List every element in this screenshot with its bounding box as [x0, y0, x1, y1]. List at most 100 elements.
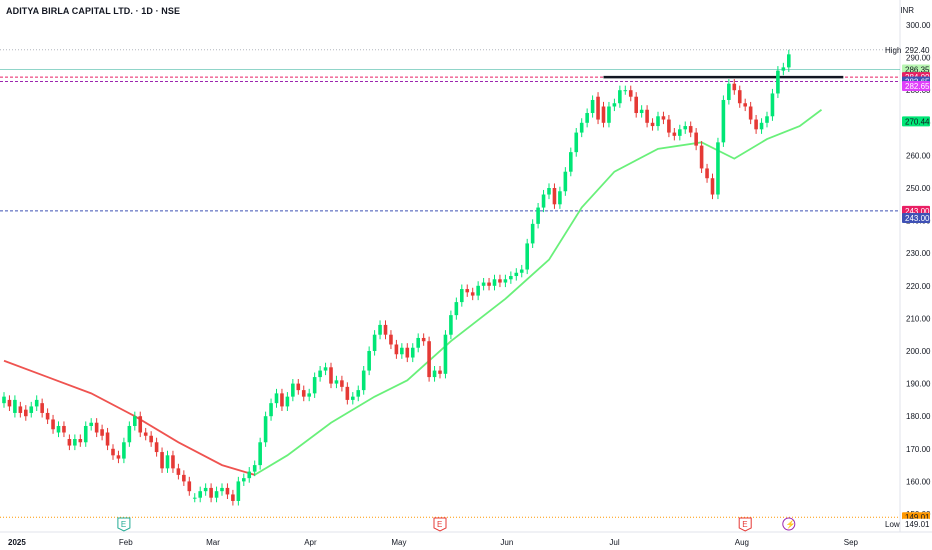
- earnings-icon: [117, 517, 131, 532]
- candle: [263, 416, 268, 443]
- candle: [678, 129, 682, 136]
- price-tag: [902, 64, 930, 75]
- y-tick-label: 160.00: [906, 477, 931, 486]
- candle: [514, 272, 519, 277]
- candle: [133, 416, 137, 426]
- candle: [122, 442, 126, 459]
- candle: [421, 337, 426, 342]
- x-tick-label: Feb: [119, 538, 133, 547]
- y-tick-label: 220.00: [906, 282, 931, 291]
- candle: [596, 96, 600, 120]
- candle: [519, 269, 524, 273]
- candle: [743, 103, 747, 107]
- candle: [525, 243, 529, 270]
- candle: [160, 452, 164, 469]
- candle: [618, 90, 622, 104]
- candle: [280, 393, 284, 407]
- candle: [623, 90, 628, 92]
- candle: [214, 491, 219, 498]
- candle: [334, 380, 339, 384]
- candles: [2, 49, 791, 506]
- earnings-icon: [433, 517, 447, 532]
- candle: [705, 168, 709, 179]
- candle: [45, 412, 50, 420]
- x-tick-label: Mar: [206, 538, 220, 547]
- candle: [530, 223, 535, 244]
- candle: [645, 109, 649, 123]
- candle: [454, 302, 459, 316]
- candle: [67, 439, 72, 446]
- candle: [165, 455, 170, 469]
- event-marker-letter: E: [437, 520, 442, 529]
- y-tick-label: 170.00: [906, 445, 931, 454]
- y-tick-label: 260.00: [906, 151, 931, 160]
- price-tag: [902, 518, 930, 529]
- candle: [51, 419, 55, 430]
- candle: [721, 99, 726, 143]
- y-tick-label: 200.00: [906, 347, 931, 356]
- candle: [149, 435, 153, 443]
- candle: [318, 370, 322, 378]
- y-tick-label: 210.00: [906, 314, 931, 323]
- candle: [732, 83, 737, 91]
- candle: [781, 67, 786, 71]
- y-tick-label: 250.00: [906, 184, 931, 193]
- y-tick-label: 230.00: [906, 249, 931, 258]
- price-tag-value: 243.00: [905, 214, 930, 223]
- candle: [351, 396, 355, 400]
- candle: [312, 377, 317, 394]
- candle: [787, 54, 791, 68]
- candle: [198, 491, 202, 498]
- candle: [754, 119, 758, 130]
- candle: [552, 188, 557, 205]
- candle: [247, 471, 252, 479]
- candle: [410, 347, 415, 358]
- candle: [432, 370, 437, 378]
- candle: [154, 442, 159, 453]
- candle: [737, 90, 742, 104]
- candle: [699, 145, 704, 169]
- candle: [29, 406, 34, 413]
- event-marker-letter: E: [121, 520, 126, 529]
- candle: [465, 289, 470, 293]
- candle: [231, 494, 235, 501]
- candle: [727, 83, 731, 100]
- candle: [639, 109, 644, 114]
- candle: [56, 425, 61, 433]
- candle: [78, 439, 83, 443]
- candle: [209, 487, 213, 498]
- candle: [62, 425, 66, 433]
- candle: [83, 425, 88, 443]
- price-tag: [902, 44, 930, 55]
- price-tag-value: 286.35: [905, 65, 930, 74]
- candle: [672, 132, 677, 136]
- candle: [667, 119, 671, 133]
- candle: [383, 324, 388, 335]
- candle: [242, 478, 246, 482]
- candle: [394, 344, 399, 355]
- y-tick-label: 290.00: [906, 54, 931, 63]
- candle: [296, 383, 301, 391]
- candle: [187, 481, 192, 492]
- candle: [13, 399, 17, 413]
- earnings-icon: [738, 517, 752, 532]
- candle: [94, 422, 99, 433]
- price-tag: [902, 80, 930, 91]
- candle: [176, 468, 181, 475]
- candle: [405, 347, 410, 358]
- candle: [203, 487, 208, 492]
- x-tick-label: Aug: [735, 538, 749, 547]
- candle: [2, 396, 6, 404]
- dividend-icon: [782, 517, 796, 531]
- candle: [236, 481, 241, 501]
- candle: [558, 191, 562, 205]
- candle: [220, 487, 224, 492]
- candle: [269, 403, 273, 417]
- candle: [192, 497, 197, 499]
- candle: [585, 113, 589, 123]
- candle: [258, 442, 262, 466]
- candle: [7, 399, 12, 407]
- candle: [285, 396, 290, 407]
- price-tag-label: Low: [885, 520, 900, 529]
